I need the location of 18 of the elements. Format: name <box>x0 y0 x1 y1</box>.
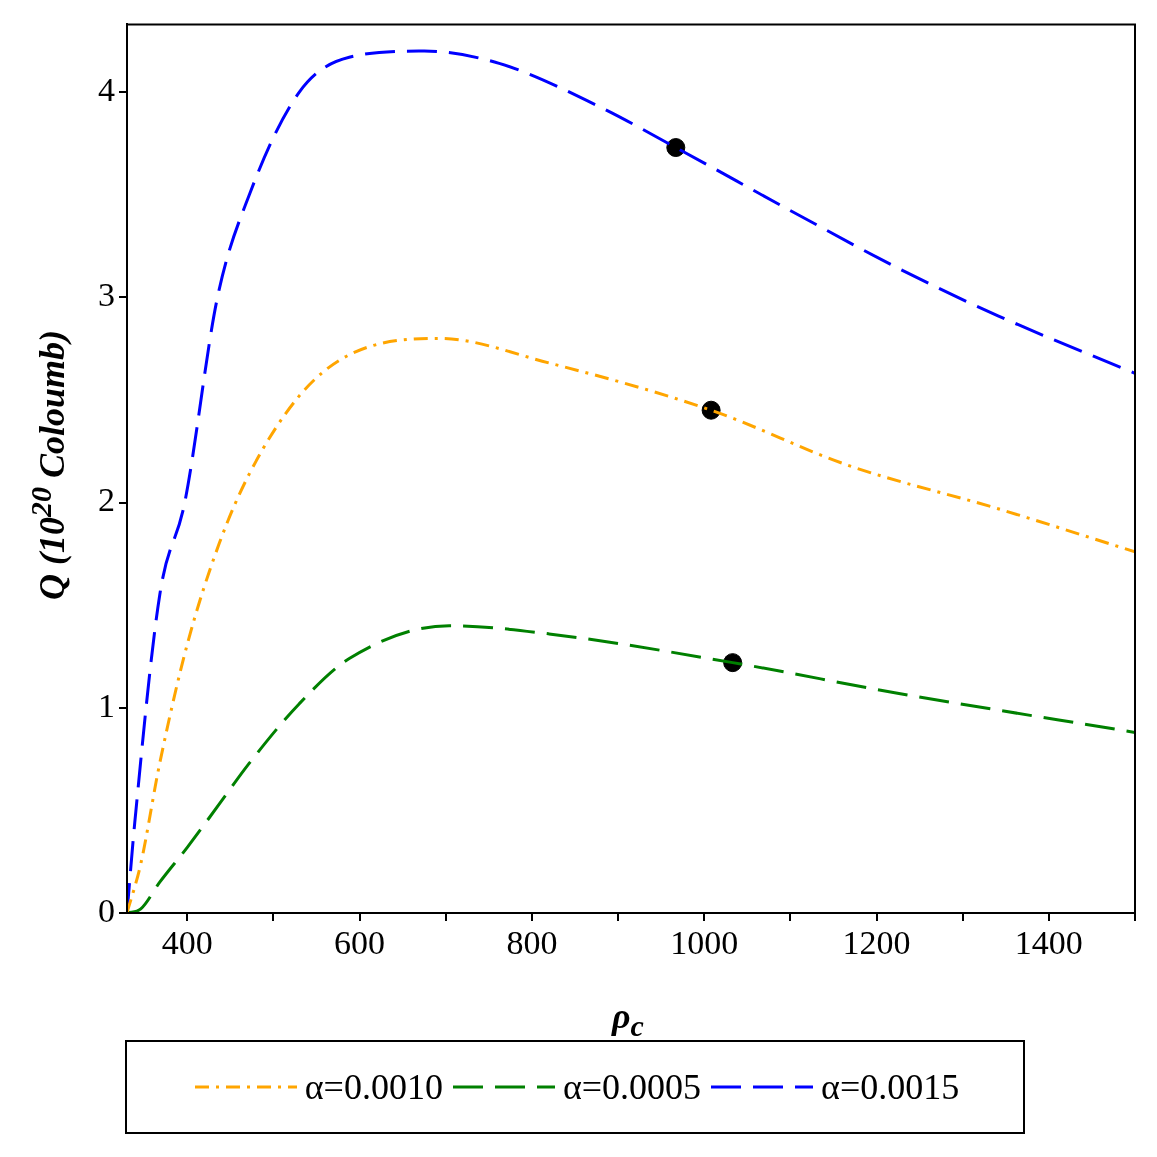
y-tick-label: 2 <box>98 481 115 519</box>
x-tick-label: 1000 <box>670 924 739 962</box>
line-series <box>127 624 1135 913</box>
point <box>666 138 686 158</box>
x-tick-label: 1400 <box>1014 924 1083 962</box>
y-tick-label: 3 <box>98 276 115 314</box>
x-tick-label: 800 <box>506 924 558 962</box>
legend-label: α=0.0005 <box>562 1066 702 1108</box>
y-tick-label: 1 <box>98 686 115 724</box>
x-axis-title: ρ$_{c}$ <box>612 995 644 1044</box>
line-series <box>127 336 1135 913</box>
legend-label: α=0.0010 <box>304 1066 443 1108</box>
legend-label: α=0.0015 <box>821 1066 960 1108</box>
x-tick-label: 600 <box>334 924 386 962</box>
y-tick-label: 4 <box>98 71 115 109</box>
x-tick-label: 400 <box>161 924 213 962</box>
x-tick-label: 1200 <box>842 924 911 962</box>
y-tick-label: 0 <box>98 891 115 929</box>
